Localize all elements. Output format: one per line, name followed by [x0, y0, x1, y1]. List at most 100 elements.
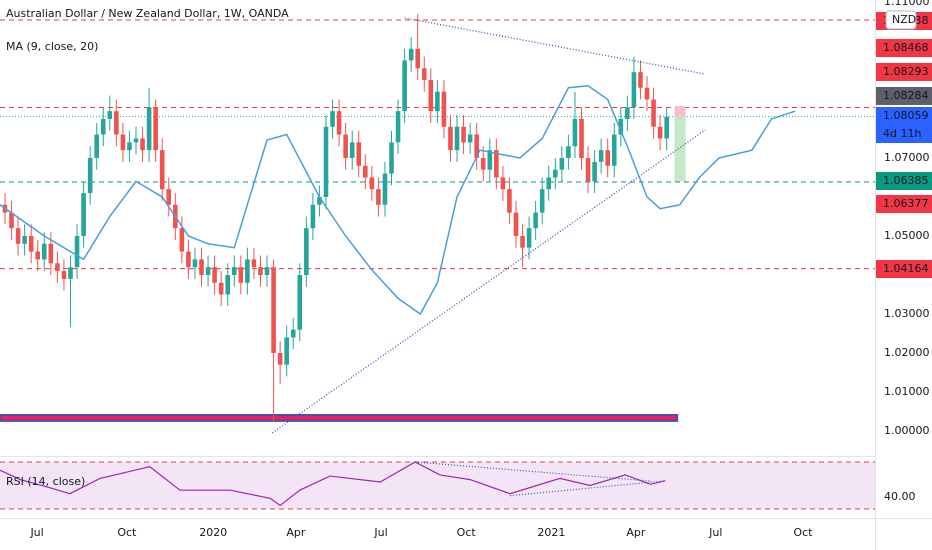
candle-body: [500, 177, 506, 190]
candle-body: [87, 157, 93, 194]
candle-body: [297, 274, 303, 330]
candle-body: [81, 193, 86, 236]
candle-body: [395, 111, 401, 143]
candle-body: [55, 263, 60, 272]
y-tick-label: 1.00000: [884, 424, 930, 437]
candle-body: [271, 267, 276, 354]
candle-body: [330, 111, 335, 127]
y-tick-label: 1.11000: [884, 0, 930, 8]
zone: [0, 414, 679, 422]
candle-body: [579, 118, 584, 158]
candle-body: [336, 111, 342, 135]
candle-body: [625, 107, 630, 119]
candle-body: [310, 204, 316, 229]
candle-body: [120, 134, 126, 151]
currency: NZD: [892, 13, 916, 26]
rsi-label: RSI (14, close): [6, 475, 85, 488]
candle-body: [487, 150, 493, 170]
candle-body: [605, 150, 610, 166]
price-label: 1.06385: [883, 174, 929, 187]
candle-body: [363, 165, 368, 178]
x-tick-label: Jul: [708, 526, 722, 539]
candle-body: [74, 235, 80, 268]
candle-body: [461, 126, 466, 143]
price-label-box: [876, 63, 932, 81]
candle-body: [284, 337, 289, 365]
rsi-band: [0, 461, 875, 509]
candle-body: [598, 150, 604, 162]
candle-body: [382, 173, 388, 205]
moving-average: [0, 85, 796, 316]
price-label: 1.08059: [883, 109, 929, 122]
candle-body: [238, 267, 244, 283]
trendline: [271, 129, 706, 434]
currency-badge: [885, 10, 917, 30]
candle-body: [133, 138, 139, 143]
y-tick-label: 1.03000: [884, 307, 930, 320]
rsi-trendline: [415, 461, 651, 482]
countdown: 4d 11h: [883, 127, 921, 140]
price-label: 1.08293: [883, 65, 929, 78]
candle-body: [212, 267, 217, 283]
candle-body: [389, 142, 394, 174]
price-label: 1.08284: [883, 89, 929, 102]
x-tick-label: Oct: [457, 526, 477, 539]
candle-body: [657, 126, 663, 139]
rsi-line: [0, 461, 666, 507]
candle-body: [317, 196, 322, 205]
projection-up: [674, 106, 686, 117]
candle-body: [9, 212, 14, 229]
candle-body: [513, 212, 519, 236]
candle-body: [22, 235, 27, 244]
candle-body: [454, 126, 460, 151]
candle-body: [179, 228, 185, 252]
candle-body: [566, 146, 571, 158]
countdown-box: [876, 125, 932, 143]
candle-body: [290, 329, 296, 338]
x-tick-label: Jul: [373, 526, 387, 539]
candle-body: [369, 177, 375, 190]
candle-body: [559, 157, 565, 170]
candle-body: [428, 79, 434, 112]
candle-body: [533, 212, 538, 229]
y-tick-label: 1.05000: [884, 229, 930, 242]
candle-body: [61, 271, 67, 279]
candle-body: [631, 72, 637, 108]
candle-body: [264, 267, 270, 275]
price-label: 1.08468: [883, 41, 929, 54]
candle-body: [199, 259, 204, 275]
x-tick-label: Apr: [626, 526, 646, 539]
candle-body: [304, 228, 309, 275]
price-label-box: [876, 39, 932, 57]
candle-body: [539, 189, 545, 213]
candle-body: [435, 91, 440, 112]
x-tick-label: Oct: [117, 526, 137, 539]
candle-body: [494, 150, 499, 178]
price-label-box: [876, 195, 932, 213]
candle-body: [205, 267, 211, 275]
candle-body: [441, 91, 447, 127]
candle-body: [448, 126, 453, 151]
projection-down: [674, 116, 686, 182]
candle-body: [415, 48, 421, 69]
indicator-label: MA (9, close, 20): [6, 40, 98, 53]
x-tick-label: 2020: [199, 526, 227, 539]
candle-body: [192, 259, 198, 268]
candle-body: [114, 111, 119, 135]
plot: [0, 13, 875, 510]
candle-body: [245, 259, 250, 283]
candle-body: [467, 134, 473, 143]
candle-body: [651, 99, 656, 127]
candle-body: [41, 243, 47, 260]
candle-body: [507, 189, 512, 213]
candle-body: [251, 259, 257, 268]
candle-body: [186, 251, 191, 268]
candle-body: [611, 134, 617, 166]
candle-body: [343, 134, 348, 158]
candle-body: [526, 228, 532, 248]
y-tick-label: 1.01000: [884, 385, 930, 398]
candle-body: [323, 126, 329, 197]
chart-title: Australian Dollar / New Zealand Dollar, …: [6, 7, 289, 20]
price-label: 1.06377: [883, 197, 929, 210]
